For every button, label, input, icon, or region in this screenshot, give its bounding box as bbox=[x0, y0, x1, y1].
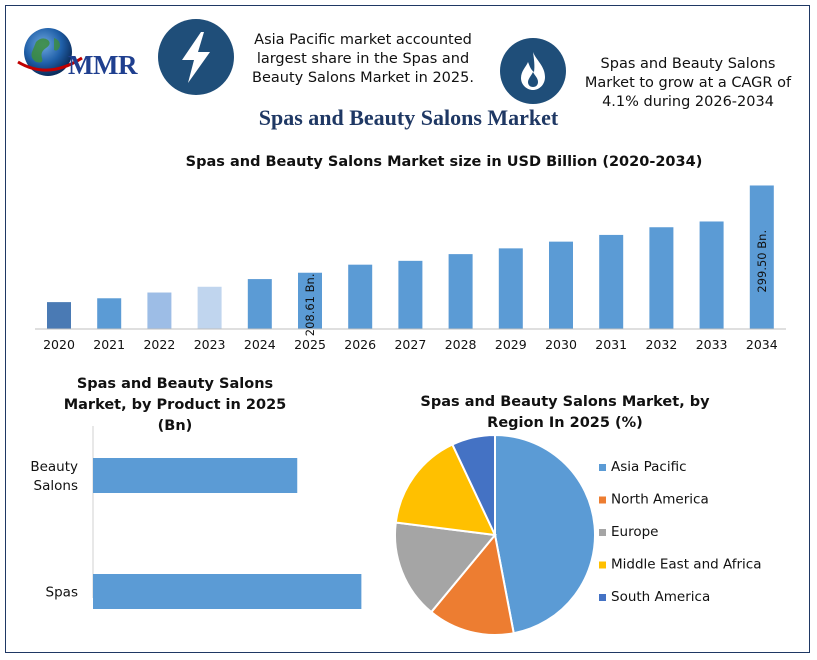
x-tick-label: 2029 bbox=[495, 337, 527, 352]
slice-asia-pacific bbox=[494, 433, 596, 635]
bar-2026 bbox=[348, 264, 373, 329]
x-tick-label: 2021 bbox=[93, 337, 125, 352]
slice-middle-east-and-africa bbox=[394, 443, 497, 537]
x-tick-label: 2027 bbox=[394, 337, 426, 352]
region-chart-title: Spas and Beauty Salons Market, by Region… bbox=[420, 394, 710, 431]
x-tick-label: 2028 bbox=[445, 337, 477, 352]
y-tick-label: Spas bbox=[46, 585, 78, 601]
x-tick-label: 2033 bbox=[696, 337, 728, 352]
bar-2030 bbox=[549, 241, 573, 329]
bar-2021 bbox=[97, 298, 122, 329]
legend-label: Asia Pacific bbox=[611, 459, 687, 475]
bar-2022 bbox=[147, 292, 172, 329]
bar-2029 bbox=[498, 248, 523, 329]
legend-label: South America bbox=[611, 589, 710, 605]
y-tick-label: Salons bbox=[34, 478, 78, 494]
bar-2027 bbox=[398, 260, 423, 329]
bar-2025 bbox=[298, 272, 322, 329]
slice-north-america bbox=[429, 532, 515, 636]
x-tick-label: 2022 bbox=[143, 337, 175, 352]
product-chart: Beauty Salons Spas bbox=[30, 426, 362, 609]
bar-spas bbox=[93, 574, 362, 609]
info-left-text: Asia Pacific market accounted largest sh… bbox=[252, 32, 474, 86]
legend-label: Europe bbox=[611, 524, 658, 540]
slice-europe bbox=[394, 521, 497, 614]
bar-chart-title: Spas and Beauty Salons Market size in US… bbox=[186, 154, 703, 170]
product-chart-title: Spas and Beauty Salons Market, by Produc… bbox=[63, 376, 287, 434]
bar-2023 bbox=[197, 286, 222, 329]
region-chart: Asia Pacific North America Europe Middle Ea… bbox=[394, 433, 762, 636]
legend-swatch bbox=[599, 561, 606, 569]
x-tick-label: 2025 bbox=[294, 337, 326, 352]
x-tick-label: 2020 bbox=[43, 337, 75, 352]
x-tick-label: 2024 bbox=[244, 337, 276, 352]
y-tick-label: Beauty bbox=[30, 459, 78, 475]
legend-swatch bbox=[599, 496, 606, 504]
bar-2024 bbox=[247, 279, 272, 329]
bar-2020 bbox=[47, 302, 71, 329]
x-tick-label: 2030 bbox=[545, 337, 577, 352]
flame-icon bbox=[500, 38, 566, 104]
legend-swatch bbox=[599, 464, 606, 471]
x-tick-label: 2031 bbox=[595, 337, 627, 352]
data-label: 208.61 Bn. bbox=[303, 274, 317, 337]
bar-2034 bbox=[749, 185, 774, 329]
bar-2033 bbox=[699, 221, 724, 329]
legend-swatch bbox=[599, 594, 606, 601]
legend-swatch bbox=[599, 529, 606, 536]
bar-beauty-salons bbox=[93, 458, 298, 493]
x-tick-label: 2023 bbox=[194, 337, 226, 352]
legend-label: Middle East and Africa bbox=[611, 557, 762, 573]
logo-text: MMR bbox=[68, 50, 137, 80]
bar-2028 bbox=[448, 254, 473, 329]
x-tick-label: 2032 bbox=[645, 337, 677, 352]
x-tick-label: 2034 bbox=[746, 337, 778, 352]
lightning-bolt-icon bbox=[158, 19, 234, 95]
main-title: Spas and Beauty Salons Market bbox=[258, 105, 559, 130]
info-right-text: Spas and Beauty Salons Market to grow at… bbox=[584, 56, 792, 110]
logo: MMR bbox=[12, 22, 152, 84]
globe-logo-icon bbox=[17, 28, 83, 76]
legend-label: North America bbox=[611, 492, 709, 508]
market-size-chart: Spas and Beauty Salons Market size in US… bbox=[35, 154, 786, 352]
infographic-frame bbox=[5, 5, 810, 653]
x-tick-label: 2026 bbox=[344, 337, 376, 352]
data-label: 299.50 Bn. bbox=[755, 230, 769, 293]
bar-2032 bbox=[649, 227, 674, 329]
bar-2031 bbox=[599, 234, 624, 329]
slice-south-america bbox=[451, 433, 496, 536]
